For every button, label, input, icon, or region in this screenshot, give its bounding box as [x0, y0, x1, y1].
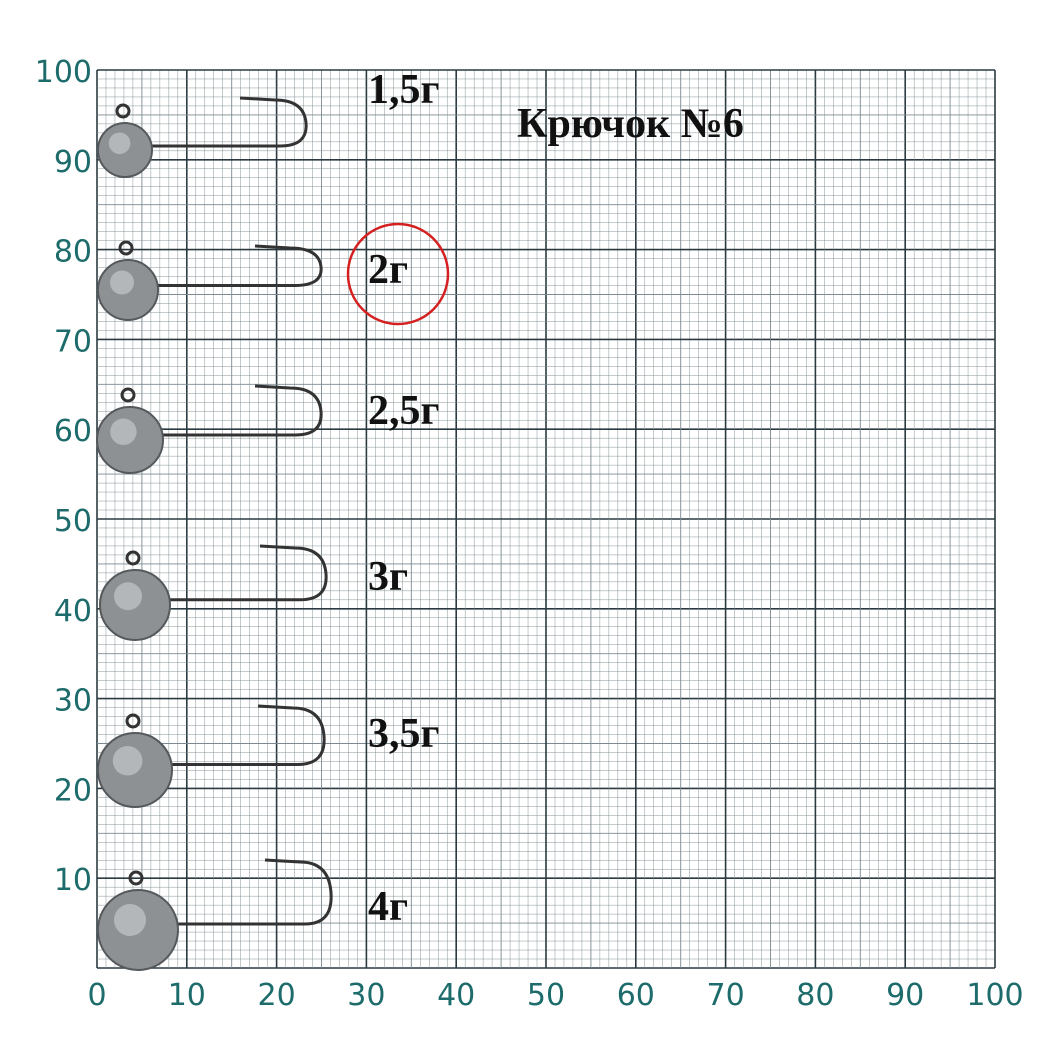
eyelet — [128, 870, 144, 886]
eyelet — [125, 713, 141, 729]
x-axis-label: 0 — [87, 978, 106, 1013]
weight-label: 4г — [368, 884, 408, 930]
x-axis-label: 70 — [707, 978, 745, 1013]
eyelet — [120, 387, 136, 403]
eyelet — [125, 550, 141, 566]
head-shine — [114, 582, 142, 611]
x-axis-label: 10 — [168, 978, 206, 1013]
head-shine — [114, 904, 146, 936]
head-shine — [112, 745, 143, 776]
weight-label: 2,5г — [368, 388, 440, 434]
y-axis-label: 80 — [54, 235, 92, 270]
x-axis-label: 50 — [527, 978, 565, 1013]
hook — [154, 244, 323, 287]
highlight-circle — [346, 222, 450, 326]
hook — [148, 96, 308, 148]
head-shine — [110, 270, 134, 295]
x-axis-label: 80 — [796, 978, 834, 1013]
hook — [168, 704, 326, 766]
y-axis-label: 30 — [54, 684, 92, 719]
eyelet — [118, 240, 134, 256]
y-axis-label: 10 — [54, 863, 92, 898]
weight-label: 2г — [368, 247, 408, 293]
hook — [174, 858, 333, 926]
weight-label: 1,5г — [368, 67, 440, 113]
x-axis-label: 40 — [437, 978, 475, 1013]
x-axis-label: 100 — [966, 978, 1023, 1013]
hook — [166, 544, 328, 602]
weight-label: 3г — [368, 554, 408, 600]
jig-heads — [96, 96, 333, 971]
weight-label: 3,5г — [368, 711, 440, 757]
title: Крючок №6 — [517, 101, 744, 147]
y-axis-label: 90 — [54, 145, 92, 180]
x-axis-label: 60 — [617, 978, 655, 1013]
eyelet — [115, 103, 131, 119]
y-axis-label: 50 — [54, 504, 92, 539]
hook — [159, 384, 323, 437]
x-axis-label: 90 — [886, 978, 924, 1013]
y-axis-label: 40 — [54, 594, 92, 629]
y-axis-label: 60 — [54, 414, 92, 449]
x-axis-label: 30 — [347, 978, 385, 1013]
head-shine — [108, 132, 131, 155]
x-axis-label: 20 — [258, 978, 296, 1013]
y-axis-label: 20 — [54, 773, 92, 808]
head-shine — [110, 418, 137, 445]
y-axis-label: 100 — [35, 55, 92, 90]
grid — [96, 69, 996, 969]
y-axis-label: 70 — [54, 324, 92, 359]
